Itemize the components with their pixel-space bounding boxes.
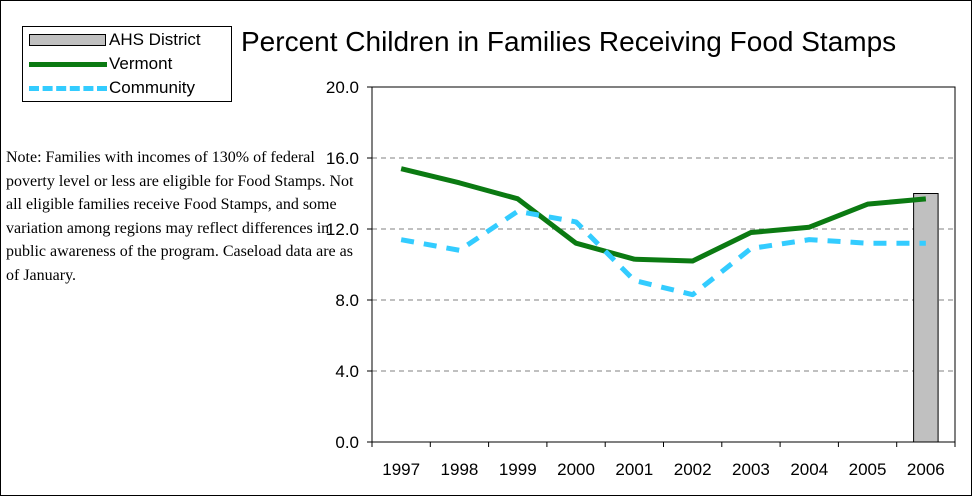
- x-tick-label-2006: 2006: [907, 460, 945, 479]
- x-tick-label-2000: 2000: [557, 460, 595, 479]
- legend-swatch-ahs-district: [29, 34, 106, 46]
- legend-label-community: Community: [109, 78, 195, 97]
- x-tick-label-1998: 1998: [441, 460, 479, 479]
- y-tick-label-1: 4.0: [335, 362, 359, 381]
- legend-item-vermont: Vermont: [23, 52, 231, 75]
- x-tick-label-1997: 1997: [382, 460, 420, 479]
- y-tick-label-4: 16.0: [326, 149, 359, 168]
- y-tick-label-3: 12.0: [326, 220, 359, 239]
- line-community: [400, 208, 926, 298]
- chart-title: Percent Children in Families Receiving F…: [241, 26, 897, 57]
- line-vermont: [400, 166, 927, 264]
- y-tick-label-2: 8.0: [335, 291, 359, 310]
- x-tick-label-2001: 2001: [615, 460, 653, 479]
- y-tick-label-5: 20.0: [326, 78, 359, 97]
- x-tick-label-1999: 1999: [499, 460, 537, 479]
- legend-swatch-community: [29, 86, 107, 91]
- x-tick-label-2004: 2004: [790, 460, 828, 479]
- x-tick-label-2005: 2005: [849, 460, 887, 479]
- chart-legend: AHS District Vermont Community: [22, 26, 232, 102]
- x-tick-label-2003: 2003: [732, 460, 770, 479]
- chart-note: Note: Families with incomes of 130% of f…: [6, 149, 354, 284]
- y-tick-label-0: 0.0: [335, 433, 359, 452]
- plot-area: [371, 86, 956, 443]
- legend-item-ahs-district: AHS District: [23, 28, 231, 51]
- legend-swatch-vermont: [29, 62, 107, 67]
- legend-label-vermont: Vermont: [109, 54, 173, 73]
- legend-label-ahs-district: AHS District: [109, 30, 201, 49]
- bar-ahs-district-2006: [913, 193, 939, 443]
- x-tick-label-2002: 2002: [674, 460, 712, 479]
- legend-item-community: Community: [23, 76, 231, 99]
